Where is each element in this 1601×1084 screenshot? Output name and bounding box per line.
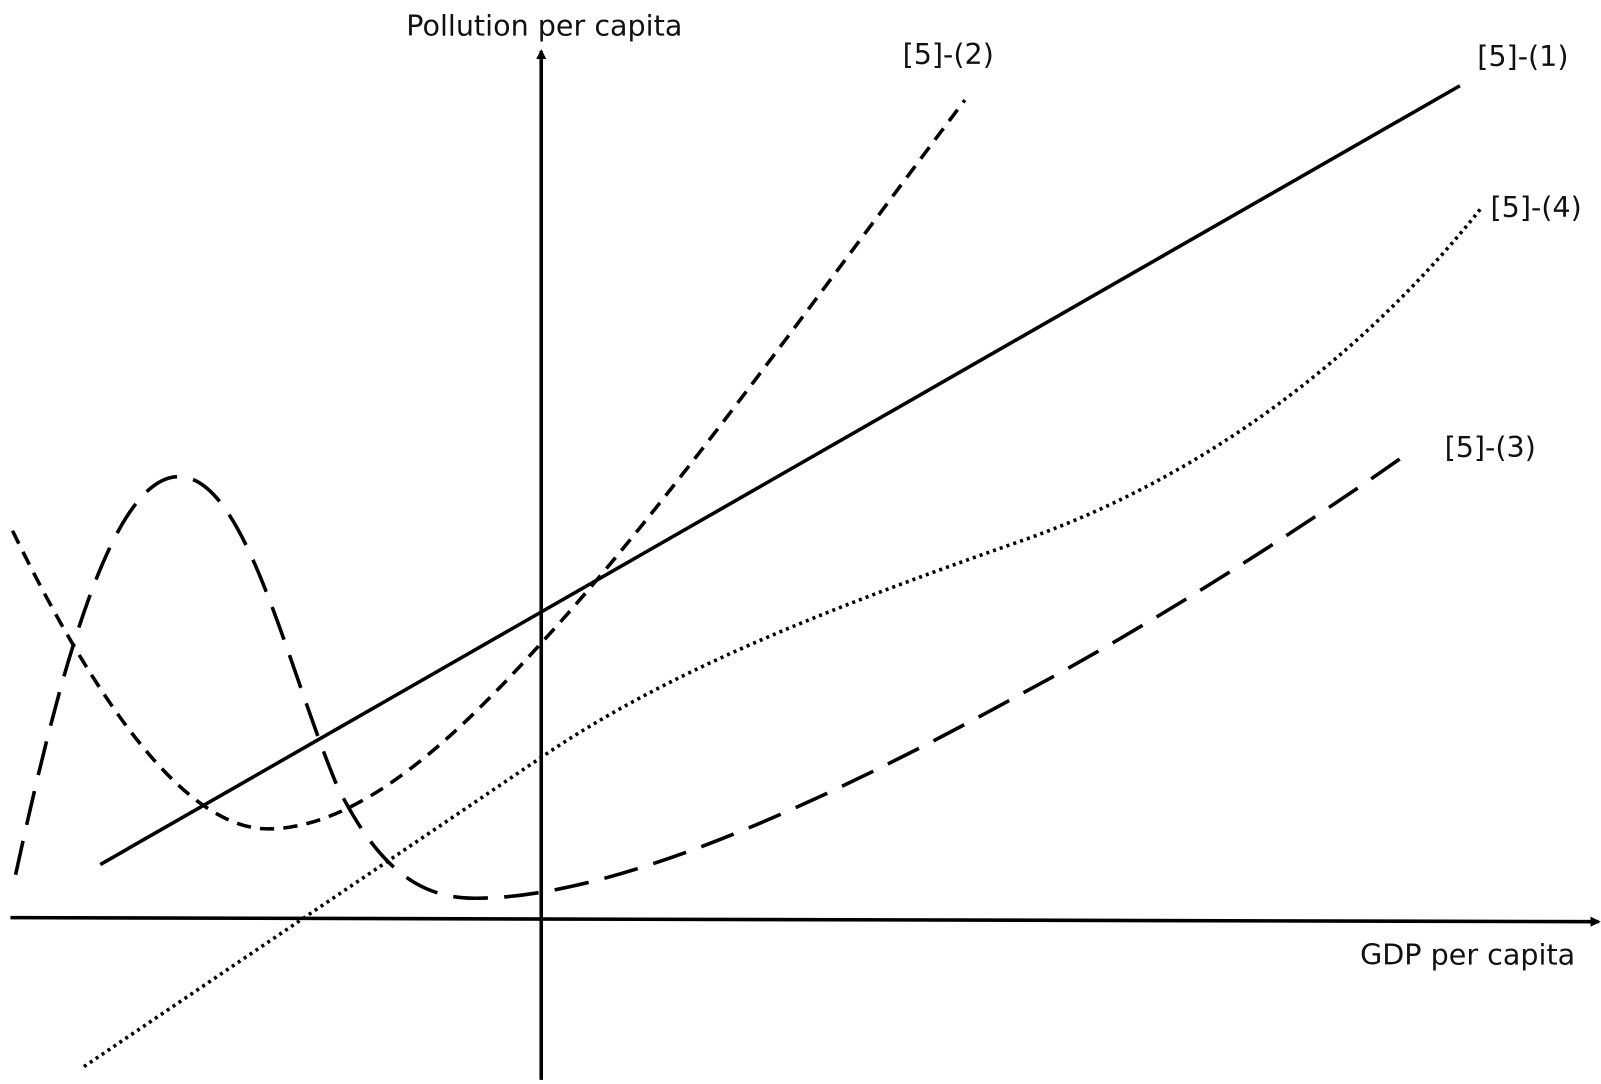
- y-axis-label: Pollution per capita: [406, 9, 682, 43]
- x-axis: [10, 915, 1601, 927]
- curve-3: [13, 449, 1412, 901]
- curve-2: [10, 98, 967, 831]
- curve-4: [82, 208, 1482, 1069]
- curve-label: [5]-(3): [1445, 430, 1536, 464]
- curve-label: [5]-(4): [1491, 190, 1582, 224]
- curve-label: [5]-(2): [903, 37, 994, 71]
- curve-label: [5]-(1): [1477, 39, 1568, 73]
- curve-1: [99, 84, 1461, 867]
- x-axis-label: GDP per capita: [1360, 937, 1575, 971]
